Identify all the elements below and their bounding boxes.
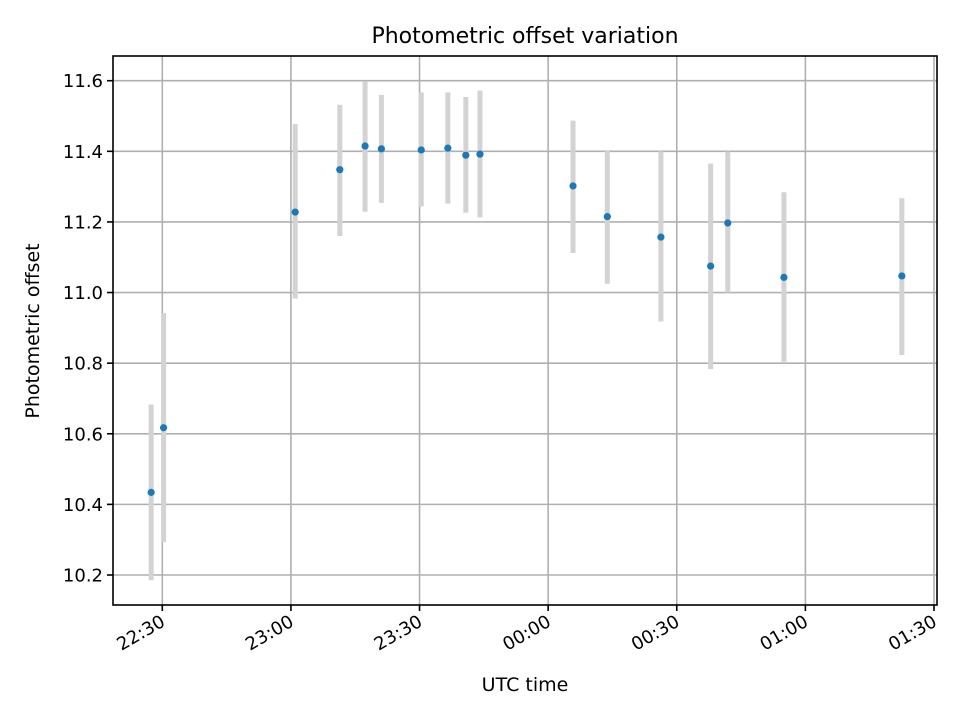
x-axis-label: UTC time xyxy=(482,674,569,696)
y-tick-label: 11.6 xyxy=(63,71,103,92)
y-tick-label: 10.8 xyxy=(63,354,103,375)
chart-title: Photometric offset variation xyxy=(371,24,678,49)
data-point xyxy=(377,145,385,153)
data-point xyxy=(569,182,577,190)
y-tick-label: 11.0 xyxy=(63,283,103,304)
data-point xyxy=(724,219,732,227)
y-tick-label: 10.2 xyxy=(63,565,103,586)
plot-frame xyxy=(112,55,938,606)
y-tick-label: 10.6 xyxy=(63,424,103,445)
data-point xyxy=(898,272,906,280)
data-point xyxy=(707,262,715,270)
data-point xyxy=(462,151,470,159)
data-point xyxy=(444,144,452,152)
data-point xyxy=(780,273,788,281)
data-point xyxy=(159,424,168,432)
data-point xyxy=(147,488,155,496)
data-point xyxy=(657,233,665,241)
data-point xyxy=(361,142,369,150)
data-point xyxy=(476,150,484,158)
y-tick-label: 11.4 xyxy=(63,142,103,163)
data-point xyxy=(417,146,425,154)
data-point xyxy=(336,166,344,174)
data-points xyxy=(147,142,906,496)
data-point xyxy=(603,213,611,221)
data-point xyxy=(291,208,299,216)
y-axis-label: Photometric offset xyxy=(22,243,44,418)
y-tick-label: 10.4 xyxy=(63,495,103,516)
grid xyxy=(113,56,937,605)
y-tick-label: 11.2 xyxy=(63,212,103,233)
